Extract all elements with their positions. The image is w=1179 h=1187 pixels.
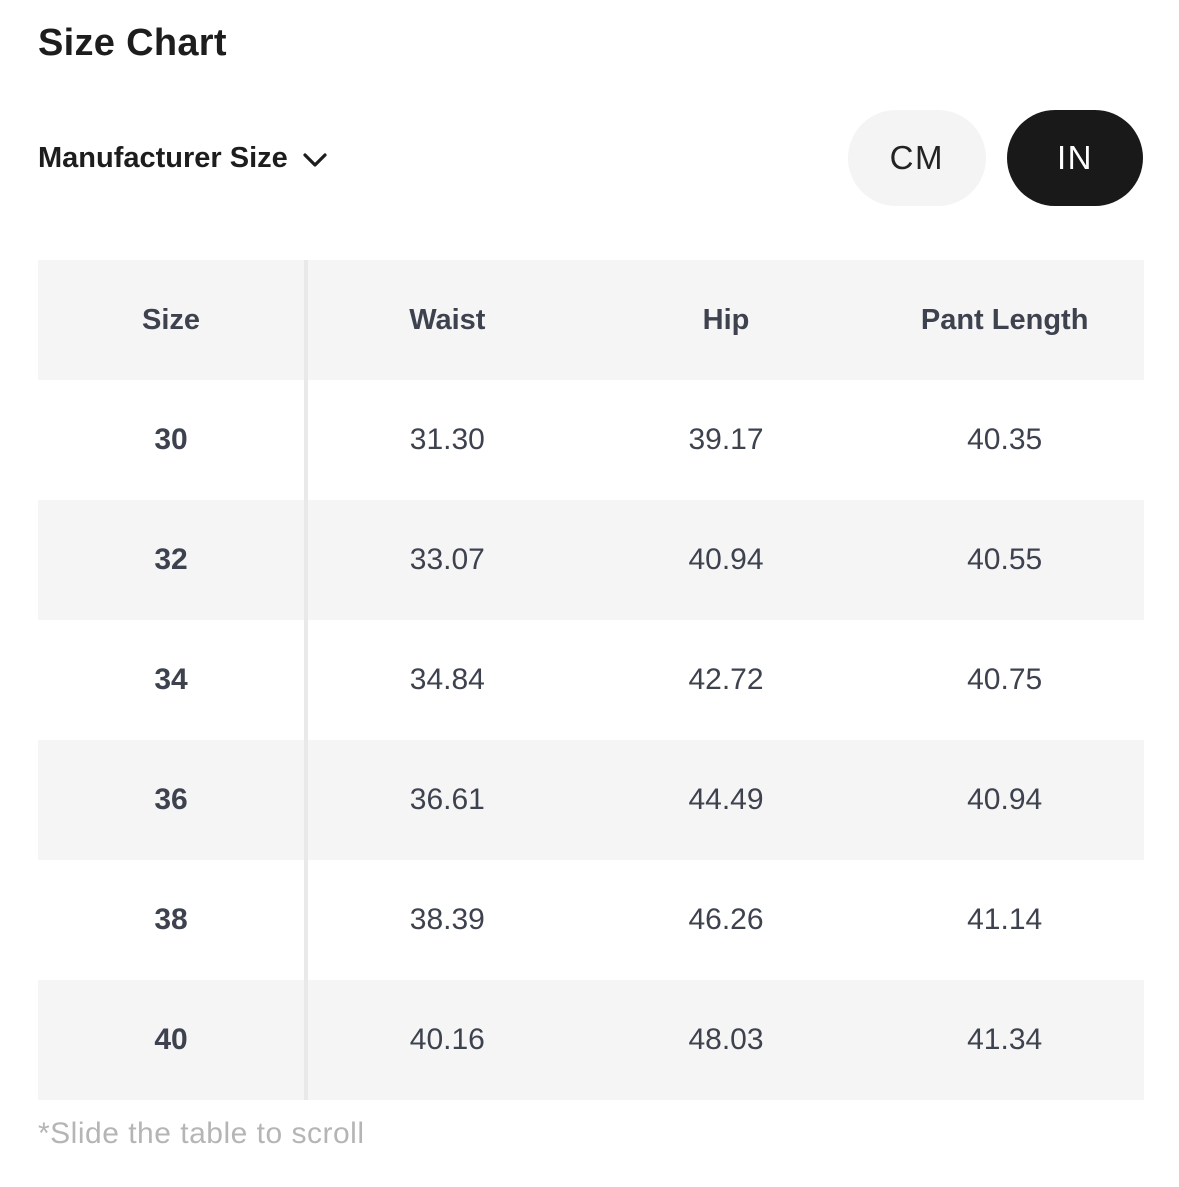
value-cell: 40.55 (865, 500, 1144, 620)
size-cell: 36 (38, 740, 308, 860)
value-cell: 46.26 (586, 860, 866, 980)
size-chart-panel: Size Chart Manufacturer Size CM IN Size W… (38, 22, 1144, 1150)
value-cell: 41.34 (865, 980, 1144, 1100)
unit-toggle: CM IN (847, 110, 1143, 206)
value-cell: 40.35 (865, 380, 1144, 500)
unit-cm-button[interactable]: CM (847, 110, 986, 206)
value-cell: 39.17 (586, 380, 866, 500)
value-cell: 40.94 (865, 740, 1144, 860)
value-cell: 41.14 (865, 860, 1144, 980)
value-cell: 33.07 (308, 500, 587, 620)
value-cell: 42.72 (586, 620, 866, 740)
size-cell: 30 (38, 380, 308, 500)
value-cell: 31.30 (308, 380, 587, 500)
size-cell: 40 (38, 980, 308, 1100)
manufacturer-size-dropdown[interactable]: Manufacturer Size (38, 142, 328, 175)
column-header: Waist (308, 260, 587, 380)
column-header: Pant Length (865, 260, 1144, 380)
size-cell: 38 (38, 860, 308, 980)
size-cell: 32 (38, 500, 308, 620)
value-cell: 48.03 (586, 980, 866, 1100)
value-cell: 36.61 (308, 740, 587, 860)
value-cell: 40.16 (308, 980, 587, 1100)
chevron-down-icon (302, 151, 328, 169)
size-cell: 34 (38, 620, 308, 740)
value-cell: 40.94 (586, 500, 866, 620)
value-cell: 44.49 (586, 740, 866, 860)
page-title: Size Chart (38, 22, 227, 64)
scroll-hint: *Slide the table to scroll (38, 1117, 365, 1150)
unit-in-button[interactable]: IN (1007, 110, 1143, 206)
value-cell: 38.39 (308, 860, 587, 980)
value-cell: 34.84 (308, 620, 587, 740)
column-header: Size (38, 260, 308, 380)
manufacturer-size-label: Manufacturer Size (38, 141, 288, 174)
column-header: Hip (586, 260, 866, 380)
size-table-grid[interactable]: Size Waist Hip Pant Length 30 31.30 39.17 40.35… (38, 260, 1144, 1100)
value-cell: 40.75 (865, 620, 1144, 740)
controls-row: Manufacturer Size CM IN (38, 110, 1143, 206)
